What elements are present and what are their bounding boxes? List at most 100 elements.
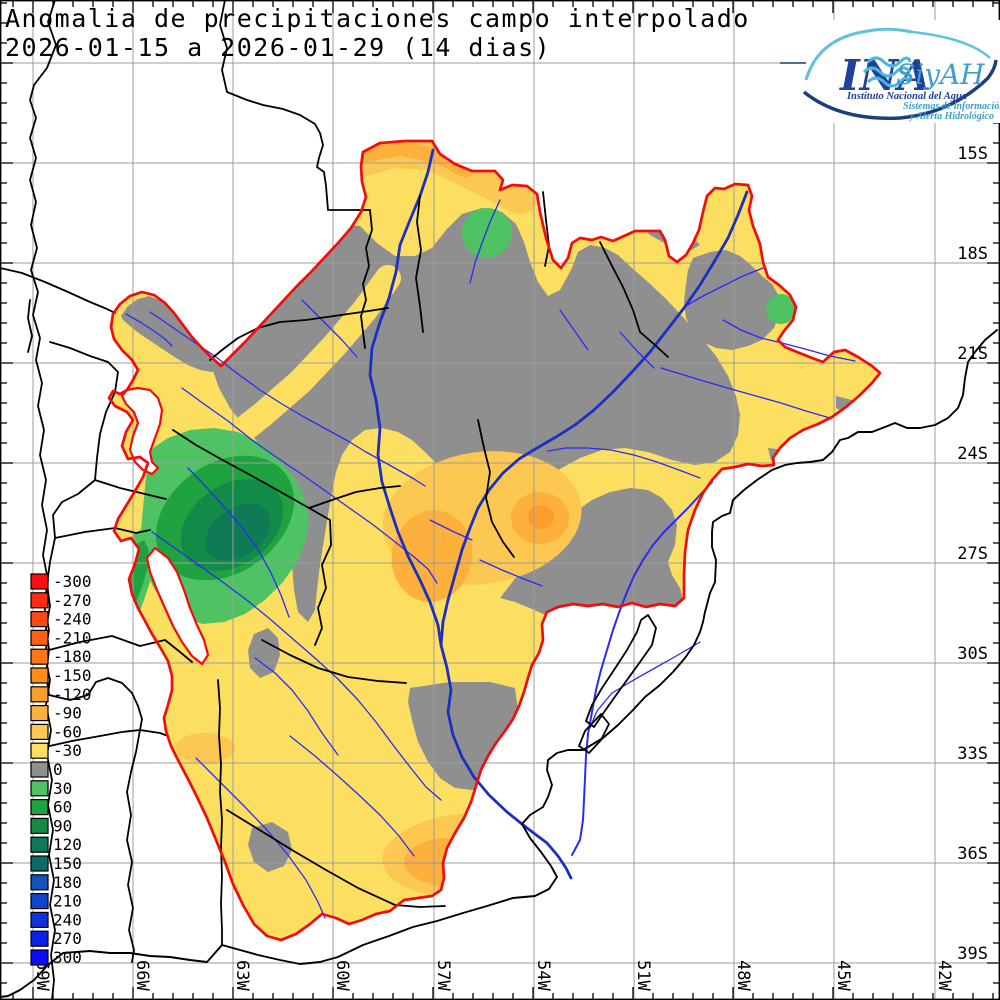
anomaly-region-gray-southeast xyxy=(500,488,683,623)
river-tributary-south xyxy=(254,657,339,756)
legend-swatch--120 xyxy=(30,686,49,703)
legend-value-240: 240 xyxy=(53,910,82,929)
lat-label-18S: 18S xyxy=(957,244,988,264)
lat-label-24S: 24S xyxy=(957,444,988,464)
river-parana-upper xyxy=(439,190,749,647)
legend-value--300: -300 xyxy=(53,572,92,591)
anomaly-spot-green-ne xyxy=(766,294,796,324)
logo-waves-icon xyxy=(862,56,912,88)
river-nw-tip xyxy=(125,313,173,347)
legend-swatch--240 xyxy=(30,610,49,628)
legend-value--270: -270 xyxy=(53,591,92,610)
legend-swatch--210 xyxy=(30,629,49,647)
river-north-2 xyxy=(559,309,589,351)
logo-tagline-1: Sistemas de información xyxy=(903,101,1000,112)
lon-label-63W: 63W xyxy=(232,960,252,991)
legend-swatch-60 xyxy=(30,798,49,816)
legend-swatch-150 xyxy=(30,855,49,872)
lat-label-36S: 36S xyxy=(957,844,988,864)
legend-swatch-0 xyxy=(30,761,49,778)
legend-value--30: -30 xyxy=(53,741,82,760)
river-iguazu xyxy=(547,447,701,479)
anomaly-blob-orange-west-small xyxy=(175,733,235,763)
anomaly-region-gray-north xyxy=(206,208,740,622)
legend-value-60: 60 xyxy=(53,798,72,817)
legend-swatch--90 xyxy=(30,704,49,722)
legend-value-180: 180 xyxy=(53,873,82,892)
lon-label-57W: 57W xyxy=(433,960,453,991)
river-salado xyxy=(151,531,442,801)
border-bolivia-argentina xyxy=(0,267,116,353)
lat-label-30S: 30S xyxy=(957,644,988,664)
river-uruguay xyxy=(571,481,713,856)
border-misiones xyxy=(477,419,515,558)
border-bolivia-paraguay-vert xyxy=(360,209,373,349)
river-south-thin-2 xyxy=(289,735,415,857)
map-title-line2: 2026-01-15 a 2026-01-29 (14 dias) xyxy=(5,33,551,62)
legend-swatch-300 xyxy=(30,949,49,966)
anomaly-region-gray-ne xyxy=(684,250,780,350)
river-negro-uruguay xyxy=(589,641,701,729)
river-paraguay xyxy=(368,148,443,647)
legend-swatch-270 xyxy=(30,930,49,947)
legend-swatch--180 xyxy=(30,648,49,665)
legend-value--120: -120 xyxy=(53,685,92,704)
legend-value--210: -210 xyxy=(53,628,92,647)
lat-label-33S: 33S xyxy=(957,744,988,764)
legend-value--60: -60 xyxy=(53,722,82,741)
anomaly-region-gray-nw-tip xyxy=(121,296,220,372)
river-south-thin-1 xyxy=(195,757,326,919)
basin-white-wedge-southwest xyxy=(145,546,210,666)
legend-value--150: -150 xyxy=(53,666,92,685)
legend-value-90: 90 xyxy=(53,816,72,835)
coastline-atlantic xyxy=(221,329,998,965)
logo-institute-name: Instituto Nacional del Agua xyxy=(846,91,967,102)
legend-value--90: -90 xyxy=(53,704,82,723)
lagoon-dos-patos xyxy=(585,614,657,728)
legend-swatch-180 xyxy=(30,874,49,891)
borders-south-provinces xyxy=(226,639,446,908)
lat-label-15S: 15S xyxy=(957,144,988,164)
lon-label-48W: 48W xyxy=(733,960,753,991)
lat-label-39S: 39S xyxy=(957,944,988,964)
anomaly-region-gray-southwest xyxy=(248,822,292,872)
borders-chaco-formosa xyxy=(172,429,401,646)
lon-label-66W: 66W xyxy=(132,960,152,991)
logo-arc-light-top xyxy=(804,27,913,81)
lon-label-60W: 60W xyxy=(332,960,352,991)
lagoon-merin xyxy=(578,713,610,754)
anomaly-blob-orange-center-core3 xyxy=(528,505,554,529)
border-bolivia-paraguay-diag xyxy=(209,307,389,361)
river-central-2 xyxy=(479,559,543,587)
lon-label-42W: 42W xyxy=(934,960,954,991)
logo-arc-navy-bottom xyxy=(802,59,998,120)
river-paranapanema xyxy=(660,367,831,419)
legend-swatch-210 xyxy=(30,892,49,910)
lon-label-45W: 45W xyxy=(833,960,853,991)
rivers xyxy=(125,148,856,919)
legend-swatch--150 xyxy=(30,667,49,684)
legend-swatch-240 xyxy=(30,911,49,929)
border-chile-andes xyxy=(29,0,57,1000)
ina-siyah-logo: INA SiyAH Instituto Nacional del Agua Si… xyxy=(780,20,1000,123)
coastline-buenosaires-south xyxy=(0,944,223,998)
border-bolivia-north xyxy=(219,0,371,211)
lon-label-54W: 54W xyxy=(533,960,553,991)
legend-swatch--30 xyxy=(30,742,49,759)
lon-label-51W: 51W xyxy=(633,960,653,991)
anomaly-region-gray-small-west xyxy=(248,628,280,678)
river-north-4 xyxy=(301,299,358,358)
map-title-line1: Anomalia de precipitaciones campo interp… xyxy=(5,4,750,33)
basin-white-inlet-west xyxy=(120,386,164,476)
logo-arc-light-right xyxy=(911,30,991,59)
legend-value-150: 150 xyxy=(53,854,82,873)
river-through-green xyxy=(187,467,290,618)
axis-labels: 15S 18S 21S 24S 27S 30S 33S 36S 39S 69W 66W 63W 60W 5… xyxy=(32,144,988,991)
legend-swatch--300 xyxy=(30,573,49,590)
logo-program: SiyAH xyxy=(896,58,985,91)
lat-label-21S: 21S xyxy=(957,344,988,364)
